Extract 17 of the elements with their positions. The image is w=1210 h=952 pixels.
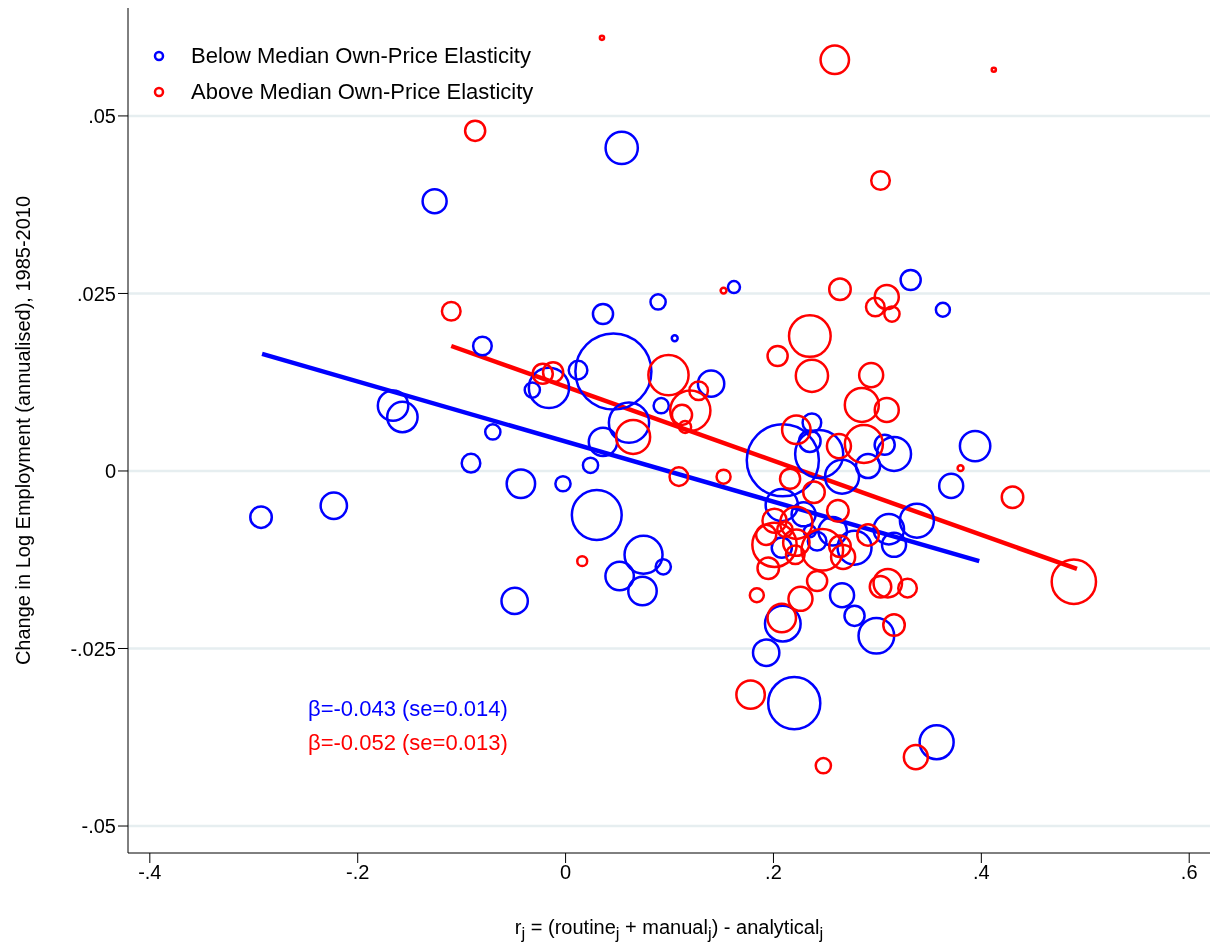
x-tick-label: -.4 — [138, 861, 162, 884]
y-tick-label: -.05 — [81, 815, 116, 838]
x-tick-label: .6 — [1180, 861, 1198, 884]
x-axis-title: r$_{j}$ = (routine$_{j}$ + manual$_{j}$) - analytical$_{j}$ — [513, 916, 825, 944]
y-tick-label: .05 — [88, 105, 116, 128]
legend-label: Below Median Own-Price Elasticity — [191, 43, 531, 69]
annotation: β=-0.043 (se=0.014) — [308, 695, 508, 723]
x-tick-label: .4 — [972, 861, 990, 884]
x-tick-label: .2 — [765, 861, 782, 884]
x-tick-label: 0 — [560, 861, 572, 884]
y-axis-title: Change in Log Employment (annualised), 1985-2010 — [12, 195, 35, 666]
legend-label: Above Median Own-Price Elasticity — [191, 79, 534, 105]
y-tick-label: 0 — [104, 460, 116, 483]
y-tick-label: .025 — [77, 282, 116, 305]
y-tick-label: -.025 — [70, 637, 116, 660]
x-tick-label: -.2 — [346, 861, 370, 884]
annotation: β=-0.052 (se=0.013) — [308, 729, 508, 757]
